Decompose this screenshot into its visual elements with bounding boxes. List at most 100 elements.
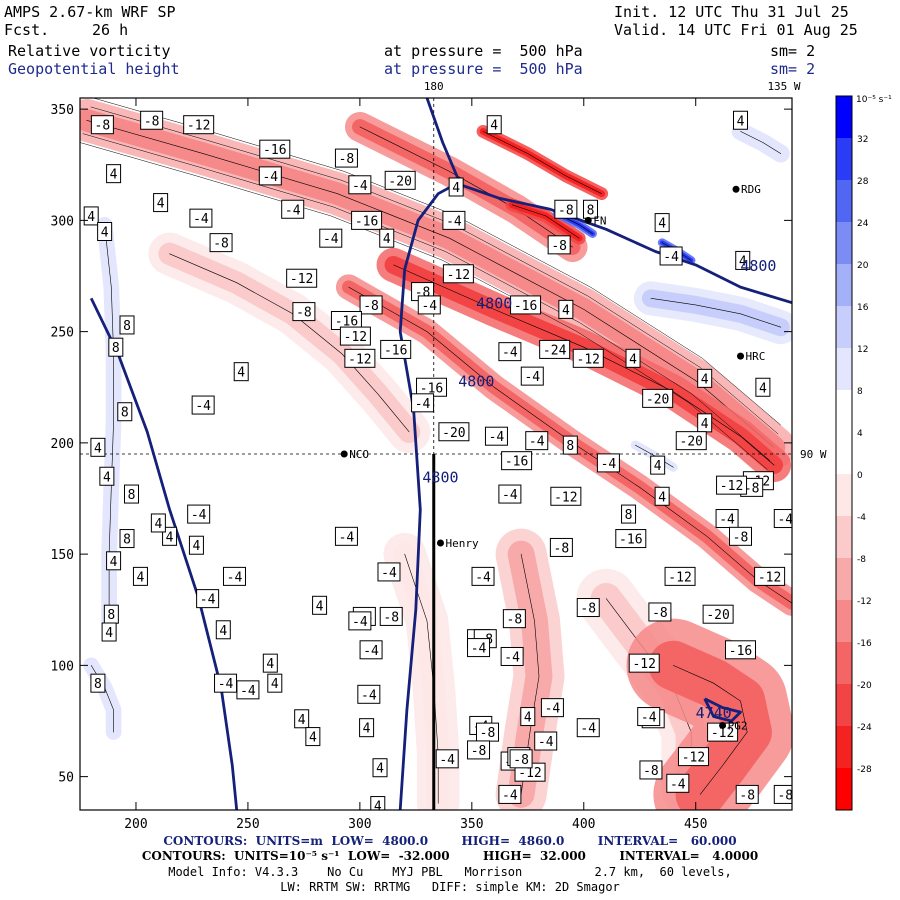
vorticity-label-box <box>500 646 524 666</box>
vorticity-label: -16 <box>501 451 533 471</box>
vorticity-label-text: 8 <box>123 533 131 548</box>
vorticity-label-text: -4 <box>363 644 379 659</box>
init-time: Init. 12 UTC Thu 31 Jul 25 <box>614 3 849 21</box>
vorticity-contour-line <box>86 120 775 448</box>
vorticity-label-text: -12 <box>720 479 743 494</box>
colorbar-swatch <box>836 138 852 181</box>
vorticity-label-box <box>101 622 117 642</box>
station-dot <box>737 352 745 360</box>
vorticity-label: -4 <box>715 509 739 529</box>
x-tick-label: 250 <box>236 817 259 832</box>
colorbar-tick-label: -12 <box>857 597 872 607</box>
vorticity-label: 8 <box>119 529 135 549</box>
vorticity-label-text: -4 <box>323 232 339 247</box>
vorticity-label-box <box>334 526 358 546</box>
vorticity-label-box <box>438 422 470 442</box>
vorticity-label-box <box>106 551 122 571</box>
x-tick-label: 400 <box>572 817 595 832</box>
vorticity-label: -4 <box>576 718 600 738</box>
vorticity-label: -4 <box>377 562 401 582</box>
vorticity-label-text: 4 <box>298 713 306 728</box>
vorticity-label: 4 <box>132 566 148 586</box>
colorbar-tick-label: 8 <box>857 387 863 397</box>
vorticity-label-text: 4 <box>374 800 382 815</box>
vorticity-label-text: -8 <box>558 203 574 218</box>
vorticity-label-text: 4 <box>266 657 274 672</box>
vorticity-label: -4 <box>596 453 620 473</box>
vorticity-label: -8 <box>648 602 672 622</box>
vorticity-label-box <box>554 199 578 219</box>
vorticity-label: 4 <box>215 620 231 640</box>
vorticity-label: 4 <box>305 727 321 747</box>
vorticity-label: -4 <box>471 566 495 586</box>
vorticity-label: -8 <box>334 148 358 168</box>
vorticity-label-box <box>359 640 383 660</box>
vorticity-label-box <box>550 486 582 506</box>
vorticity-label: -4 <box>520 366 544 386</box>
vorticity-label-text: 4 <box>137 570 145 585</box>
vorticity-label-box <box>411 393 435 413</box>
vorticity-label-box <box>292 302 316 322</box>
station-dot <box>584 216 592 224</box>
y-tick-label: 100 <box>51 659 74 674</box>
vorticity-label-text: 4 <box>309 731 317 746</box>
colorbar-swatch <box>836 432 852 475</box>
vorticity-label: -20 <box>384 170 416 190</box>
colorbar-tick-label: 32 <box>857 135 868 145</box>
vorticity-label-box <box>106 164 122 184</box>
vorticity-label-box <box>659 246 683 266</box>
station-dot <box>436 539 444 547</box>
vorticity-label-text: -4 <box>502 488 518 503</box>
vorticity-label-text: -12 <box>554 490 577 505</box>
vorticity-label-box <box>183 115 215 135</box>
vorticity-label-box <box>262 653 278 673</box>
vorticity-label-box <box>725 640 757 660</box>
vorticity-label-text: -4 <box>529 435 545 450</box>
vorticity-label-box <box>132 566 148 586</box>
vorticity-label: 8 <box>562 435 578 455</box>
vorticity-label-box <box>380 339 412 359</box>
vorticity-label: -4 <box>773 509 793 529</box>
vorticity-label-box <box>187 504 211 524</box>
vorticity-label-box <box>372 758 388 778</box>
vorticity-label: -12 <box>183 115 215 135</box>
vorticity-label-box <box>334 148 358 168</box>
vorticity-label-box <box>773 509 792 529</box>
colorbar-swatch <box>836 348 852 391</box>
vorticity-label-box <box>348 175 372 195</box>
vorticity-label-text: -4 <box>777 513 793 528</box>
vorticity-label-box <box>628 653 660 673</box>
vorticity-label: -8 <box>735 784 759 804</box>
vorticity-label: -4 <box>534 731 558 751</box>
vorticity-label: 4 <box>520 707 536 727</box>
vorticity-label-box <box>540 698 564 718</box>
vorticity-label-text: 4 <box>452 181 460 196</box>
y-tick-label: 350 <box>51 103 74 118</box>
vorticity-label: -4 <box>484 426 508 446</box>
vorticity-label: -4 <box>196 589 220 609</box>
vorticity-label: 4 <box>267 673 283 693</box>
vorticity-label-text: -8 <box>480 726 496 741</box>
vorticity-label: -4 <box>214 673 238 693</box>
height-label: 4800 <box>740 257 776 275</box>
vorticity-label-box <box>715 509 739 529</box>
footer-physics-info: LW: RRTM SW: RRTMG DIFF: simple KM: 2D S… <box>280 880 620 894</box>
vorticity-label-text: -4 <box>502 346 518 361</box>
vorticity-label-text: 4 <box>701 417 709 432</box>
station-dot <box>732 185 740 193</box>
vorticity-label-text: -4 <box>195 399 211 414</box>
colorbar-tick-label: -8 <box>857 555 866 565</box>
vorticity-label-text: 4 <box>157 197 165 212</box>
vorticity-label: 4 <box>650 455 666 475</box>
vorticity-label-text: -8 <box>471 744 487 759</box>
vorticity-label: 4 <box>448 177 464 197</box>
vorticity-label-text: 4 <box>562 303 570 318</box>
vorticity-label-box <box>697 368 713 388</box>
vorticity-label: -4 <box>442 210 466 230</box>
height-label: 4800 <box>476 295 512 313</box>
vorticity-label-box <box>654 213 670 233</box>
vorticity-label: 4 <box>106 164 122 184</box>
x-tick-label: 450 <box>684 817 707 832</box>
vorticity-label-box <box>498 342 522 362</box>
vorticity-label-box <box>716 475 748 495</box>
